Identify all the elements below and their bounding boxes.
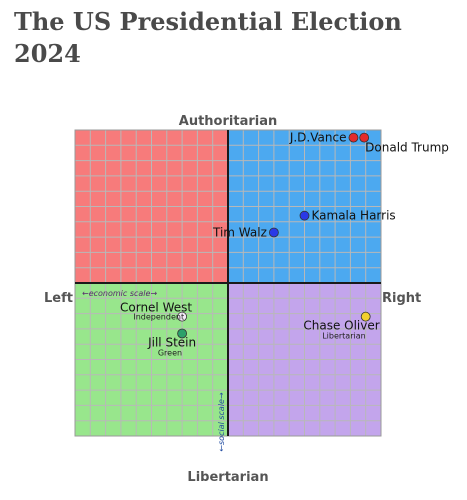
data-label-jill-stein: Jill Stein [147,335,196,349]
economic-scale-label: ←economic scale→ [82,289,157,298]
data-label-tim-walz: Tim Walz [212,226,267,240]
data-label-kamala-harris: Kamala Harris [312,209,396,223]
social-scale-label: ←social scale→ [217,392,226,452]
points-layer: J.D.Vance Donald Trump Kamala Harris Tim Wa… [120,131,449,358]
axis-labels-layer: Authoritarian Libertarian Left Right ←ec… [44,114,421,485]
data-point-j-d-vance [348,132,359,143]
page-title: The US Presidential Election 2024 [14,7,402,68]
data-label-chase-oliver: Chase Oliver [303,319,379,333]
axis-label-left: Left [44,291,73,306]
axes-layer [75,130,381,436]
data-point-tim-walz [268,227,279,238]
data-point-jill-stein [177,328,188,339]
axis-label-top: Authoritarian [179,114,277,129]
data-point-kamala-harris [299,210,310,221]
data-point-donald-trump [359,132,370,143]
axis-label-right: Right [382,291,421,306]
axis-label-bottom: Libertarian [187,470,268,485]
data-label-cornel-west: Cornel West [120,301,192,315]
data-sublabel-cornel-west: Independent [133,313,184,322]
data-label-j-d-vance: J.D.Vance [289,131,347,145]
data-point-chase-oliver [360,311,371,322]
data-point-cornel-west [177,311,188,322]
data-sublabel-jill-stein: Green [158,348,182,357]
data-label-donald-trump: Donald Trump [365,141,449,155]
data-sublabel-chase-oliver: Libertarian [322,332,366,341]
